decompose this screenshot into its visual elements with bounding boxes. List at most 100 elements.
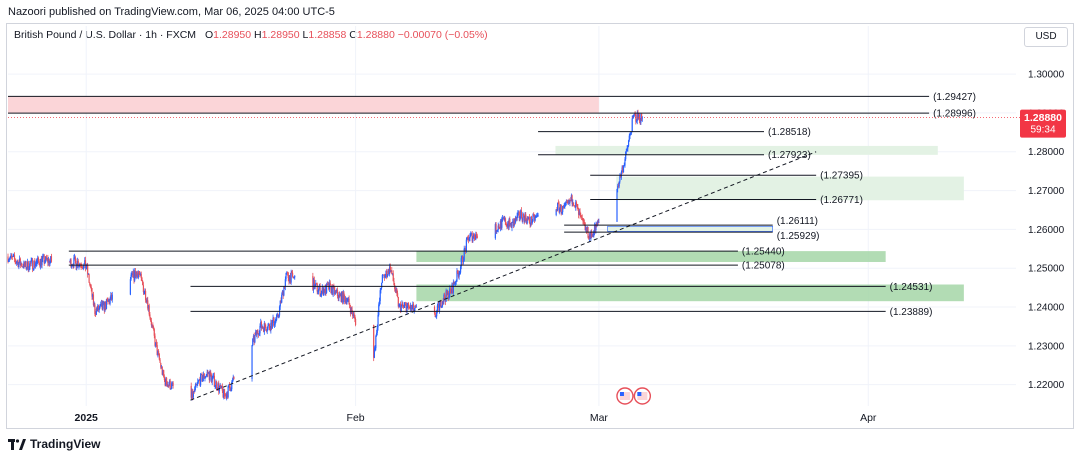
candle-body xyxy=(252,335,255,339)
candle-body xyxy=(100,303,103,305)
candle-body xyxy=(522,213,525,217)
candle-body xyxy=(343,292,345,297)
candle-body xyxy=(30,260,32,264)
candle-body xyxy=(525,214,527,221)
candle-body xyxy=(283,286,285,296)
candle-body xyxy=(575,202,578,206)
candle-body xyxy=(315,283,317,285)
level-label: (1.28996) xyxy=(933,109,976,120)
currency-button[interactable]: USD xyxy=(1024,27,1068,47)
candle-body xyxy=(469,234,471,239)
candle-body xyxy=(453,282,455,285)
close-value: 1.28880 xyxy=(356,29,395,41)
candle-body xyxy=(161,366,163,375)
time-axis[interactable]: 2025 Feb Mar Apr xyxy=(75,412,877,424)
change-value: −0.00070 (−0.05%) xyxy=(397,29,488,41)
candle-body xyxy=(16,261,19,263)
candle-body xyxy=(402,306,404,307)
candle-body xyxy=(438,304,440,311)
candle-body xyxy=(27,261,29,270)
candle-body xyxy=(559,204,562,209)
level-label: (1.29427) xyxy=(933,92,976,103)
candle-body xyxy=(571,195,573,204)
candle-body xyxy=(200,374,202,375)
candle-body xyxy=(215,381,217,386)
candle-body xyxy=(408,306,410,308)
candle-body xyxy=(515,217,517,220)
candle-body xyxy=(204,377,206,379)
candle-body xyxy=(251,345,253,379)
candle-body xyxy=(438,303,441,311)
candle-body xyxy=(641,113,643,119)
candle-body xyxy=(341,291,343,302)
candle-body xyxy=(441,301,444,307)
candle-body xyxy=(96,308,98,311)
candle-body xyxy=(44,261,46,264)
candle-body xyxy=(443,294,445,302)
candle-body xyxy=(344,299,347,302)
candle-body xyxy=(219,385,221,388)
candle-body xyxy=(452,285,454,293)
candle-body xyxy=(585,227,588,232)
candle-body xyxy=(93,304,95,306)
candle-body xyxy=(26,261,29,268)
candle-body xyxy=(350,307,352,314)
candle-body xyxy=(617,185,620,187)
candle-body xyxy=(165,377,167,386)
symbol-title[interactable]: British Pound / U.S. Dollar · 1h · FXCM xyxy=(14,29,197,41)
candle-body xyxy=(284,279,286,287)
candle-body xyxy=(197,380,200,382)
candle-body xyxy=(523,216,525,223)
candle-body xyxy=(440,300,442,308)
candle-body xyxy=(291,272,293,274)
candle-body xyxy=(168,384,170,386)
candle-body xyxy=(460,258,462,267)
supply-zone xyxy=(8,96,599,114)
candle-body xyxy=(167,384,169,387)
candle-body xyxy=(392,273,394,282)
candle-body xyxy=(624,159,626,166)
candle-body xyxy=(285,273,287,280)
candle-body xyxy=(496,230,498,232)
candle-body xyxy=(526,218,528,224)
candle-body xyxy=(593,225,596,233)
footer-brand[interactable]: TradingView xyxy=(8,437,100,451)
candle-body xyxy=(513,220,515,226)
candle-body xyxy=(323,289,326,293)
candle-body xyxy=(634,113,636,115)
candle-body xyxy=(136,273,138,275)
candle-body xyxy=(163,376,166,380)
candle-body xyxy=(528,217,530,220)
candle-body xyxy=(495,224,497,232)
candle-body xyxy=(442,301,444,303)
candle-body xyxy=(433,306,436,314)
candle-body xyxy=(99,305,101,308)
candle-body xyxy=(264,323,266,328)
candle-body xyxy=(525,220,528,224)
candle-body xyxy=(256,330,258,336)
candle-body xyxy=(196,383,198,385)
candle-body xyxy=(498,225,500,228)
candle-body xyxy=(74,257,76,258)
candle-body xyxy=(577,207,579,209)
candle-body xyxy=(524,214,526,223)
candle-body xyxy=(24,261,26,266)
candle-body xyxy=(318,288,320,292)
candle-body xyxy=(150,320,152,326)
candle-body xyxy=(270,322,272,331)
candle-body xyxy=(503,217,505,221)
candle-body xyxy=(354,315,356,320)
candle-body xyxy=(263,323,265,332)
candle-body xyxy=(445,290,447,302)
candle-body xyxy=(228,385,231,389)
candle-body xyxy=(231,379,234,383)
candle-body xyxy=(292,276,294,279)
candle-body xyxy=(623,165,625,167)
candle-body xyxy=(155,342,157,346)
candle-body xyxy=(636,112,638,121)
price-tag-countdown: 59:34 xyxy=(1030,125,1055,136)
candle-body xyxy=(415,305,417,308)
level-label: (1.28518) xyxy=(768,127,811,138)
